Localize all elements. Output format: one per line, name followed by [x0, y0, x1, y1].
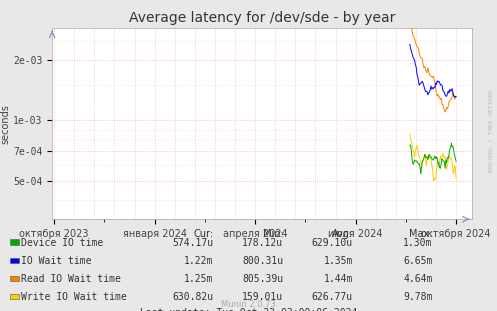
Text: 1.22m: 1.22m	[184, 256, 214, 266]
Text: 1.35m: 1.35m	[324, 256, 353, 266]
Text: Last update: Tue Oct 22 03:00:06 2024: Last update: Tue Oct 22 03:00:06 2024	[140, 308, 357, 311]
Text: 630.82u: 630.82u	[172, 292, 214, 302]
Text: Max:: Max:	[409, 229, 432, 239]
Text: 800.31u: 800.31u	[242, 256, 283, 266]
Text: 6.65m: 6.65m	[403, 256, 432, 266]
Text: 805.39u: 805.39u	[242, 274, 283, 284]
Text: 626.77u: 626.77u	[312, 292, 353, 302]
Y-axis label: seconds: seconds	[0, 104, 10, 144]
Text: 159.01u: 159.01u	[242, 292, 283, 302]
Text: RRDTOOL / TOBI OETIKER: RRDTOOL / TOBI OETIKER	[489, 89, 494, 172]
Text: 1.44m: 1.44m	[324, 274, 353, 284]
Text: Munin 2.0.73: Munin 2.0.73	[221, 300, 276, 309]
Text: Cur:: Cur:	[194, 229, 214, 239]
Text: 629.10u: 629.10u	[312, 238, 353, 248]
Text: 1.25m: 1.25m	[184, 274, 214, 284]
Text: 9.78m: 9.78m	[403, 292, 432, 302]
Text: Avg:: Avg:	[331, 229, 353, 239]
Title: Average latency for /dev/sde - by year: Average latency for /dev/sde - by year	[129, 12, 395, 26]
Text: 574.17u: 574.17u	[172, 238, 214, 248]
Text: Min:: Min:	[262, 229, 283, 239]
Text: IO Wait time: IO Wait time	[21, 256, 91, 266]
Text: Device IO time: Device IO time	[21, 238, 103, 248]
Text: Write IO Wait time: Write IO Wait time	[21, 292, 127, 302]
Text: 1.30m: 1.30m	[403, 238, 432, 248]
Text: Read IO Wait time: Read IO Wait time	[21, 274, 121, 284]
Text: 178.12u: 178.12u	[242, 238, 283, 248]
Text: 4.64m: 4.64m	[403, 274, 432, 284]
